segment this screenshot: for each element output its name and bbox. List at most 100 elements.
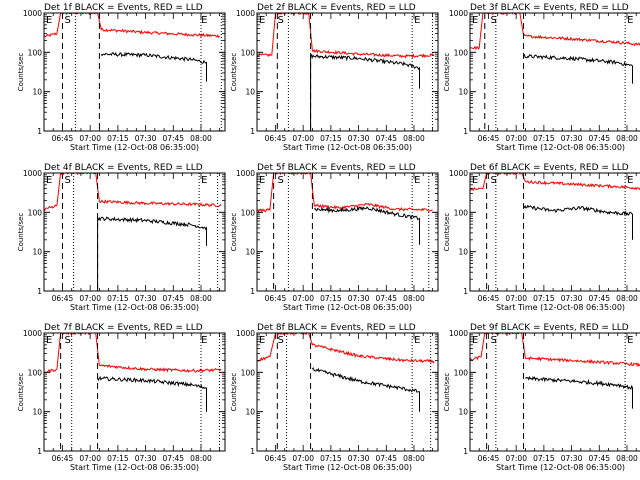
y-tick-label: 1000 (236, 9, 255, 18)
marker-label: E (472, 335, 478, 346)
events-series-line (314, 205, 420, 245)
plot-frame (469, 332, 640, 452)
x-tick-label: 06:45 (478, 454, 500, 463)
x-tick-label: 08:00 (403, 134, 425, 143)
x-tick-label: 07:15 (533, 294, 555, 303)
x-axis-label: Start Time (12-Oct-08 06:35:00) (283, 143, 412, 152)
x-tick-label: 07:15 (107, 294, 129, 303)
panel-title: Det 8f BLACK = Events, RED = LLD (257, 323, 416, 333)
events-series-line (97, 375, 207, 412)
y-tick-label: 100 (28, 48, 43, 57)
y-tick-label: 100 (454, 208, 469, 217)
y-axis-label: Counts/sec (17, 53, 25, 92)
panel-2: Det 2f BLACK = Events, RED = LLD 1 10 100 10… (230, 3, 439, 152)
x-tick-label: 07:45 (375, 294, 397, 303)
x-axis-label: Start Time (12-Oct-08 06:35:00) (496, 463, 625, 472)
panel-8: Det 8f BLACK = Events, RED = LLD 1 10 100 10… (230, 323, 439, 472)
plot-frame (43, 172, 226, 292)
panel-9: Det 9f BLACK = Events, RED = LLD 1 10 100 10… (443, 323, 640, 472)
panel-title: Det 1f BLACK = Events, RED = LLD (44, 3, 203, 13)
panel-6: Det 6f BLACK = Events, RED = LLD 1 10 100 10… (443, 163, 640, 312)
y-tick-label: 1 (37, 127, 42, 136)
x-tick-label: 07:45 (162, 134, 184, 143)
events-series-line (311, 367, 420, 412)
lld-series-line (257, 173, 433, 214)
x-tick-label: 07:15 (107, 454, 129, 463)
lld-series-line (44, 333, 222, 374)
y-tick-label: 1 (250, 447, 255, 456)
x-tick-label: 08:00 (190, 454, 212, 463)
marker-label: E (627, 335, 633, 346)
y-tick-label: 1 (463, 287, 468, 296)
y-tick-label: 1000 (236, 169, 255, 178)
y-axis-label: Counts/sec (230, 373, 238, 412)
x-tick-label: 07:15 (533, 454, 555, 463)
plot-area (470, 173, 640, 240)
marker-label: E (472, 15, 478, 26)
marker-label: S (277, 335, 283, 346)
x-tick-label: 07:45 (588, 454, 610, 463)
x-tick-label: 07:00 (79, 454, 101, 463)
y-tick-label: 100 (241, 368, 256, 377)
plot-area (44, 173, 222, 291)
x-tick-label: 07:15 (533, 134, 555, 143)
x-tick-label: 07:45 (162, 454, 184, 463)
x-tick-label: 07:15 (107, 134, 129, 143)
x-axis-label: Start Time (12-Oct-08 06:35:00) (70, 303, 199, 312)
x-tick-label: 07:15 (320, 294, 342, 303)
marker-label: E (46, 15, 52, 26)
marker-label: S (64, 175, 70, 186)
events-series-line (97, 216, 207, 291)
x-tick-label: 07:45 (588, 134, 610, 143)
y-axis-label: Counts/sec (17, 373, 25, 412)
x-tick-label: 07:45 (162, 294, 184, 303)
y-axis-label: Counts/sec (230, 213, 238, 252)
y-tick-label: 1000 (449, 329, 468, 338)
plot-frame (256, 12, 439, 132)
panel-title: Det 3f BLACK = Events, RED = LLD (470, 3, 629, 13)
y-tick-label: 1 (463, 447, 468, 456)
panel-7: Det 7f BLACK = Events, RED = LLD 1 10 100 10… (17, 323, 226, 472)
events-series-line (523, 204, 633, 240)
x-tick-label: 07:00 (79, 294, 101, 303)
marker-label: E (259, 175, 265, 186)
marker-label: S (490, 15, 496, 26)
y-tick-label: 1 (250, 127, 255, 136)
x-tick-label: 07:30 (135, 134, 157, 143)
x-tick-label: 08:00 (616, 134, 638, 143)
panel-title: Det 7f BLACK = Events, RED = LLD (44, 323, 203, 333)
marker-label: E (414, 335, 420, 346)
panel-3: Det 3f BLACK = Events, RED = LLD 1 10 100 10… (443, 3, 640, 152)
x-tick-label: 07:30 (561, 294, 583, 303)
x-axis-label: Start Time (12-Oct-08 06:35:00) (496, 143, 625, 152)
panel-4: Det 4f BLACK = Events, RED = LLD 1 10 100 10… (17, 163, 226, 312)
x-tick-label: 07:30 (348, 454, 370, 463)
y-tick-label: 100 (454, 368, 469, 377)
marker-label: E (201, 175, 207, 186)
y-tick-label: 10 (32, 248, 42, 257)
x-axis-label: Start Time (12-Oct-08 06:35:00) (283, 463, 412, 472)
y-tick-label: 10 (458, 248, 468, 257)
marker-label: E (46, 335, 52, 346)
lld-series-line (44, 13, 220, 39)
y-axis-label: Counts/sec (17, 213, 25, 252)
y-tick-label: 1000 (449, 169, 468, 178)
y-tick-label: 10 (458, 408, 468, 417)
y-tick-label: 10 (458, 88, 468, 97)
x-axis-label: Start Time (12-Oct-08 06:35:00) (283, 303, 412, 312)
x-tick-label: 08:00 (403, 294, 425, 303)
x-tick-label: 07:30 (135, 294, 157, 303)
marker-label: E (627, 175, 633, 186)
marker-label: E (414, 15, 420, 26)
x-tick-label: 07:15 (320, 454, 342, 463)
y-tick-label: 100 (28, 208, 43, 217)
events-series-line (523, 53, 633, 84)
marker-label: E (472, 175, 478, 186)
y-tick-label: 1 (463, 127, 468, 136)
y-tick-label: 10 (245, 408, 255, 417)
marker-label: E (414, 175, 420, 186)
plot-frame (469, 12, 640, 132)
x-tick-label: 07:45 (375, 454, 397, 463)
y-tick-label: 10 (245, 248, 255, 257)
